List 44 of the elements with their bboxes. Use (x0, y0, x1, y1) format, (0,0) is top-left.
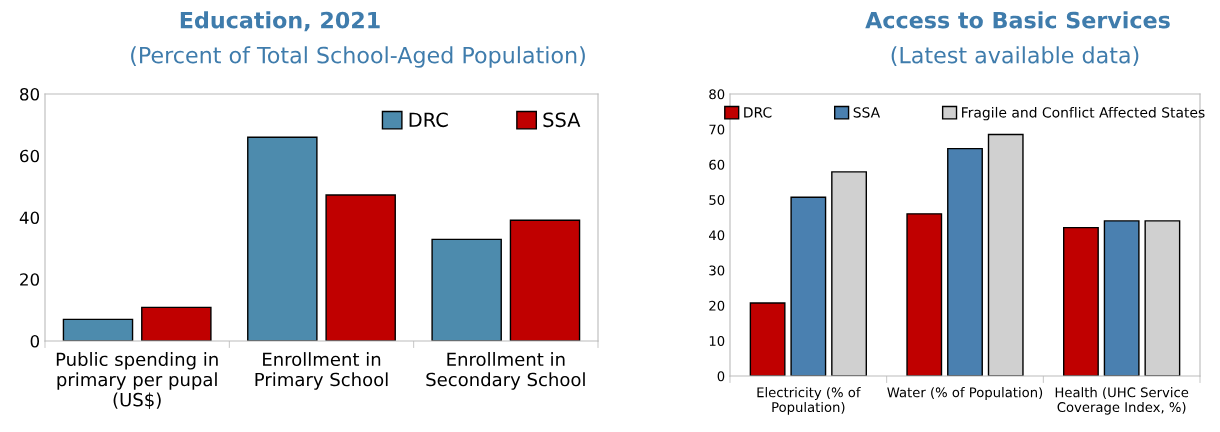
y-tick-label: 80 (709, 89, 725, 100)
y-tick-label: 20 (709, 300, 725, 311)
legend-label: SSA (853, 107, 881, 118)
chart-subtitle: (Percent of Total School-Aged Population) (131, 46, 585, 68)
legend-label: SSA (543, 112, 581, 128)
x-tick-label: Health (UHC Service Coverage Index, %) (1055, 387, 1189, 415)
y-tick-label: 0 (717, 371, 725, 382)
y-tick-label: 20 (20, 273, 40, 286)
legend-label: DRC (744, 107, 772, 118)
bar (509, 219, 581, 341)
bar (247, 136, 318, 341)
y-tick-label: 10 (709, 335, 725, 346)
y-tick-label: 80 (20, 87, 40, 101)
y-tick-label: 40 (708, 230, 725, 241)
bar (1063, 226, 1099, 376)
x-tick-label: Public spending in primary per pupal (US$) (56, 352, 218, 409)
y-tick-label: 50 (709, 194, 725, 205)
bar (62, 318, 134, 341)
legend-label: Fragile and Conflict Affected States (962, 106, 1205, 121)
bar (431, 238, 502, 341)
bar (1144, 220, 1181, 376)
bar (325, 194, 396, 341)
y-tick-label: 30 (709, 265, 725, 276)
bar (947, 147, 983, 376)
chart-title: Access to Basic Services (865, 11, 1170, 29)
chart-subtitle: (Latest available data) (891, 46, 1139, 67)
x-tick-label: Enrollment in Primary School (255, 352, 388, 390)
x-tick-label: Enrollment in Secondary School (426, 352, 585, 390)
bar (906, 213, 943, 376)
y-tick-label: 0 (30, 334, 40, 348)
bar (141, 306, 212, 341)
bar (831, 171, 867, 376)
bar (790, 196, 827, 376)
x-tick-label: Electricity (% of Population) (757, 387, 861, 415)
x-tick-label: Water (% of Population) (887, 387, 1043, 400)
legend-label: DRC (409, 112, 448, 128)
bar (1103, 220, 1140, 376)
bar (749, 302, 786, 376)
chart-title: Education, 2021 (180, 11, 380, 32)
y-tick-label: 60 (709, 159, 725, 170)
bar (987, 133, 1024, 376)
y-tick-label: 60 (20, 149, 40, 163)
y-tick-label: 40 (19, 211, 40, 225)
y-tick-label: 70 (709, 124, 725, 135)
